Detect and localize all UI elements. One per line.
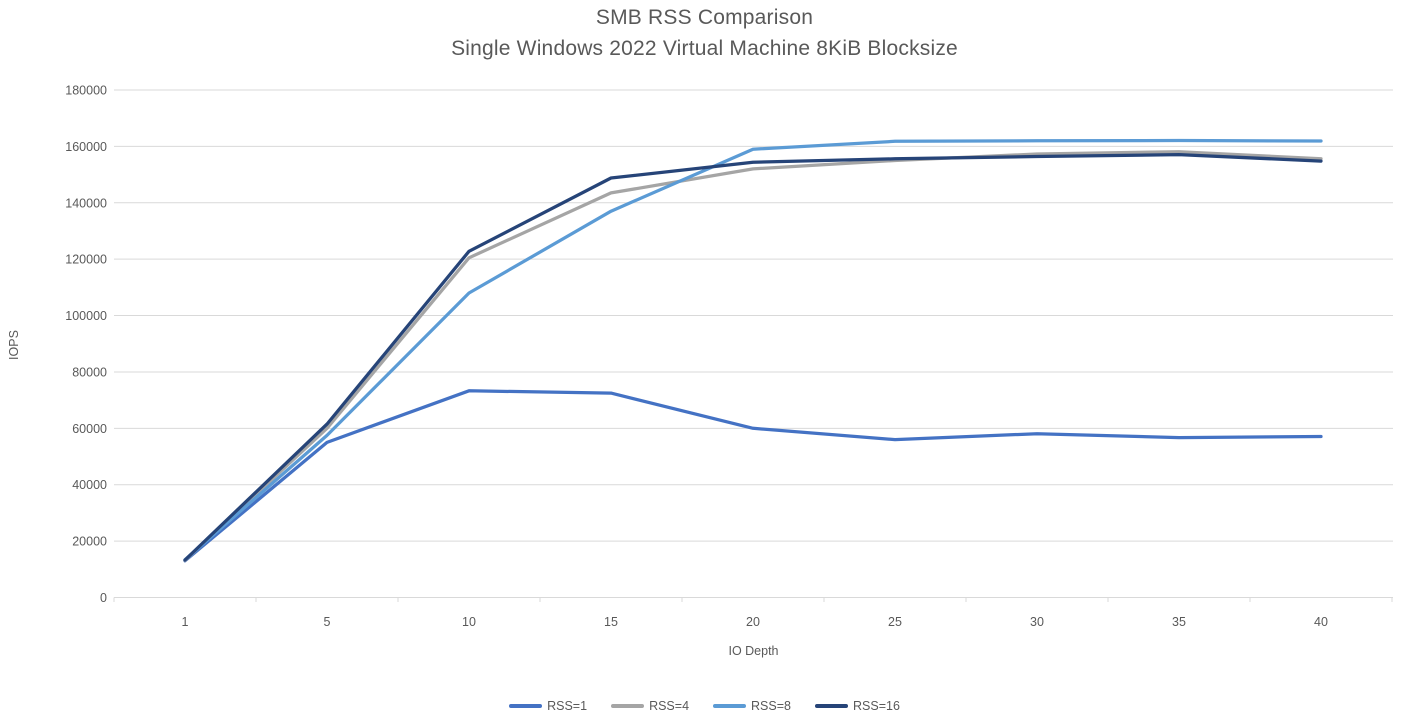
y-axis-tick-label: 0 bbox=[100, 591, 107, 605]
chart-subtitle: Single Windows 2022 Virtual Machine 8KiB… bbox=[451, 37, 958, 60]
x-axis-tick-label: 10 bbox=[462, 615, 476, 629]
legend-line-swatch bbox=[509, 704, 543, 708]
chart-title-block: SMB RSS Comparison Single Windows 2022 V… bbox=[0, 2, 1409, 64]
x-axis-tick-label: 25 bbox=[888, 615, 902, 629]
y-axis-tick-label: 180000 bbox=[65, 84, 107, 98]
y-axis-tick-label: 20000 bbox=[72, 535, 107, 549]
x-axis-tick-label: 1 bbox=[182, 615, 189, 629]
series-line-rss-16 bbox=[183, 152, 1323, 562]
y-axis-title: IOPS bbox=[7, 330, 21, 360]
chart-title: SMB RSS Comparison bbox=[595, 6, 814, 29]
legend: RSS=1 RSS=4 RSS=8 RSS=16 bbox=[0, 699, 1409, 713]
series-line-rss-4 bbox=[183, 150, 1323, 562]
legend-item-rss-1: RSS=1 bbox=[509, 699, 587, 713]
legend-label: RSS=1 bbox=[547, 699, 588, 713]
x-axis-tick-label: 40 bbox=[1314, 615, 1328, 629]
series-line-rss-8 bbox=[183, 138, 1323, 562]
legend-line-swatch bbox=[611, 704, 645, 708]
x-axis-tick-label: 35 bbox=[1172, 615, 1186, 629]
legend-label: RSS=8 bbox=[751, 699, 791, 713]
series-line-rss-1 bbox=[183, 389, 1323, 563]
y-axis-tick-label: 40000 bbox=[72, 478, 107, 492]
legend-item-rss-4: RSS=4 bbox=[611, 699, 689, 713]
x-axis-tick-label: 15 bbox=[604, 615, 618, 629]
legend-label: RSS=16 bbox=[853, 699, 900, 713]
x-axis-tick-label: 5 bbox=[324, 615, 331, 629]
legend-line-swatch bbox=[815, 704, 848, 708]
x-axis-title: IO Depth bbox=[728, 644, 779, 658]
legend-item-rss-8: RSS=8 bbox=[713, 699, 791, 713]
y-axis-tick-label: 140000 bbox=[65, 196, 107, 210]
legend-label: RSS=4 bbox=[649, 699, 690, 713]
y-axis-tick-label: 120000 bbox=[65, 253, 107, 267]
legend-line-swatch bbox=[713, 704, 747, 708]
x-axis-tick-label: 30 bbox=[1030, 615, 1044, 629]
y-axis-tick-label: 100000 bbox=[65, 309, 107, 323]
legend-item-rss-16: RSS=16 bbox=[815, 699, 900, 713]
y-axis-tick-label: 60000 bbox=[72, 422, 107, 436]
y-axis-tick-label: 80000 bbox=[72, 365, 107, 379]
y-axis-tick-label: 160000 bbox=[65, 140, 107, 154]
x-axis-tick-label: 20 bbox=[746, 615, 760, 629]
